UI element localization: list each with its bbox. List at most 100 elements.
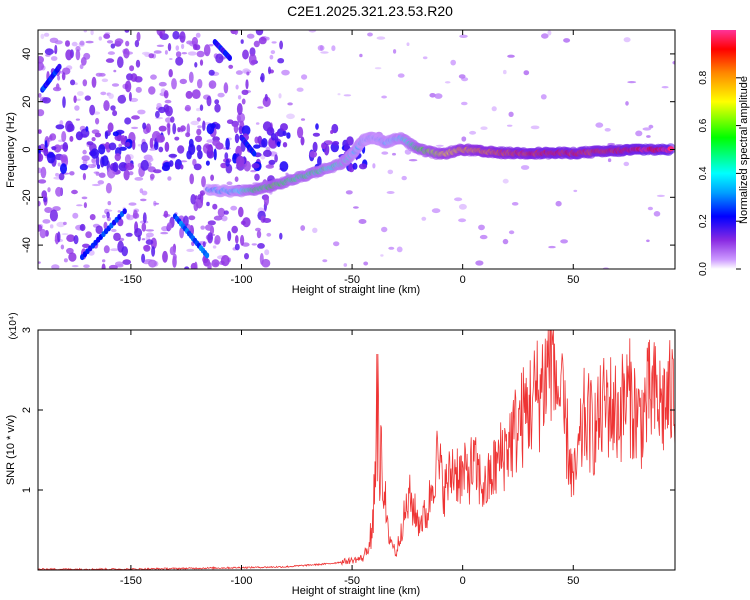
spectrogram-band-blob [175,163,180,170]
spectrogram-blob [110,105,116,111]
spectrogram-band-blob [309,150,318,158]
spectrogram-speckle [226,181,233,186]
spectrogram-band-blob [114,153,122,162]
spectrogram-speckle [97,180,105,185]
spectrogram-blob [202,241,206,248]
spectrogram-band-blob [125,162,135,171]
spectrogram-speckle [560,239,568,244]
spectrogram-speckle [381,226,388,233]
spectrogram-speckle [137,109,146,115]
spectrogram-speckle [672,60,675,65]
spectrogram-speckle [76,204,83,207]
spectrogram-speckle [520,165,530,170]
spectrogram-blob [242,217,251,228]
spectrogram-band-blob [112,131,119,137]
spectrogram-blob [206,95,212,107]
spectrogram-speckle [480,126,488,130]
spectrogram-speckle [308,30,317,33]
spectrogram-band-blob [330,130,334,134]
spectrogram-speckle [363,261,369,266]
spectrogram-speckle [42,219,51,224]
spectrogram-blob [124,117,132,125]
spectrogram-speckle [95,72,103,77]
spectrogram-marks [38,30,675,269]
colorbar-tick-label: 0.8 [698,70,709,84]
snr-y-multiplier: (x10⁴) [8,312,19,339]
spectrogram-speckle [548,245,556,249]
spectrogram-blob [124,80,132,93]
spectrogram-blob [214,235,221,245]
spectrogram-speckle [386,191,395,194]
spectrogram-blob [141,222,147,232]
colorbar: 0.0 0.2 0.4 0.6 0.8 Normalized spectral ampl… [698,30,750,276]
spectrogram-blob [213,215,223,221]
spectrogram-band-blob [85,126,89,132]
spectrogram-speckle [444,81,451,84]
spectrogram-speckle [508,111,514,118]
spectrogram-speckle [235,84,239,90]
spectrogram-blob [131,115,140,120]
spectrogram-blob [202,120,206,132]
spectrogram-speckle [150,74,157,80]
spectrogram-speckle [251,243,257,246]
spectrogram-blob [265,164,274,169]
spectrogram-blob [194,62,198,68]
spectrogram-blob [89,104,96,116]
spectrogram-speckle [98,36,103,41]
spectrogram-blob [143,244,151,252]
spectrogram-blob [210,174,215,181]
spectrogram-band-blob [90,148,100,159]
spectrogram-band-blob [213,148,217,161]
spectrogram-blob [38,179,47,184]
spectrogram-blob [38,109,45,117]
spectrogram-blob [108,264,118,269]
spectrogram-blob [130,73,138,82]
spectrogram-band-blob [75,131,83,141]
spectrogram-band-blob [321,142,326,150]
spectrogram-blob [207,261,212,269]
spectrogram-blob [83,202,87,209]
spectrogram-speckle [642,127,652,131]
colorbar-tick-label: 0.4 [698,166,709,180]
spectrogram-speckle [319,45,324,51]
spectrogram-streak [122,208,127,215]
spectrogram-blob [191,36,198,47]
x-tick-label: -100 [230,274,252,286]
spectrogram-blob [123,169,130,181]
y-tick-label: 40 [21,48,33,60]
spectrogram-band-blob [331,123,339,134]
spectrogram-blob [136,31,141,42]
spectrogram-speckle [79,40,85,46]
spectrogram-band-blob [210,123,217,129]
spectrogram-band-blob [98,144,106,155]
spectrogram-blob [268,66,271,75]
spectrogram-speckle [181,52,188,55]
colorbar-tick-label: 0.6 [698,118,709,132]
spectrogram-blob [158,146,164,153]
spectrogram-speckle [287,102,293,106]
spectrogram-blob [61,131,67,143]
spectrogram-panel: -150 -100 -50 0 50 -40 -20 0 20 40 Height of stra… [5,29,676,296]
spectrogram-blob [148,86,156,95]
spectrogram-blob [42,97,51,104]
spectrogram-speckle [175,45,180,51]
spectrogram-band-blob [225,138,230,150]
spectrogram-blob [55,186,63,197]
spectrogram-blob [69,171,75,176]
spectrogram-blob [224,152,229,160]
spectrogram-blob [89,214,96,221]
spectrogram-blob [103,100,110,112]
spectrogram-blob [177,127,181,133]
spectrogram-speckle [387,169,394,175]
spectrogram-band-blob [197,150,203,160]
spectrogram-streak [57,63,62,70]
spectrogram-blob [238,206,244,218]
spectrogram-speckle [530,125,540,130]
spectrogram-blob [196,50,205,58]
spectrogram-speckle [49,224,54,229]
spectrogram-blob [169,246,176,256]
spectrogram-speckle [393,49,397,54]
spectrogram-blob [124,30,130,33]
spectrogram-band-blob [140,159,149,171]
spectrogram-blob [190,194,196,205]
